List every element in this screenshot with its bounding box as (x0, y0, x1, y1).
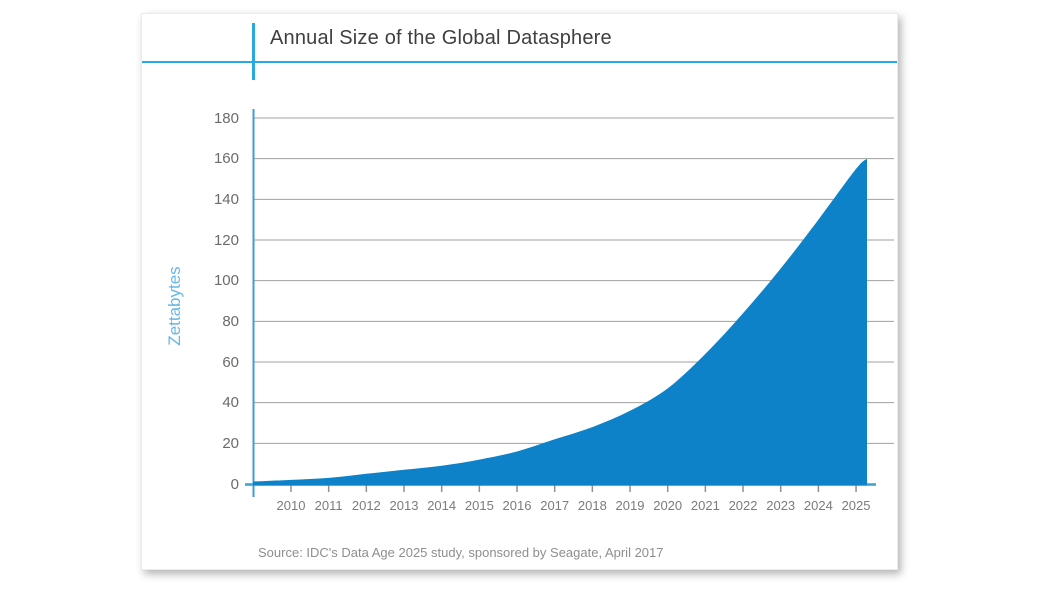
x-tick-label: 2019 (615, 498, 645, 513)
y-tick-label: 100 (213, 272, 239, 290)
y-tick-label: 20 (222, 434, 239, 452)
x-tick-label: 2022 (728, 498, 758, 513)
y-tick-label: 80 (222, 312, 239, 330)
area-chart (245, 109, 894, 497)
x-tick-label: 2014 (427, 498, 457, 513)
y-tick-label: 140 (213, 190, 239, 208)
x-tick-label: 2012 (351, 498, 381, 513)
x-tick-label: 2020 (653, 498, 683, 513)
title-underline-rule (142, 61, 897, 63)
x-tick-label: 2021 (690, 498, 720, 513)
x-tick-label: 2011 (314, 498, 343, 513)
y-tick-label: 60 (222, 353, 239, 371)
datasphere-area-series (253, 158, 867, 486)
x-tick-label: 2025 (841, 498, 871, 513)
y-tick-label: 40 (222, 394, 239, 412)
x-tick-label: 2024 (803, 498, 833, 513)
title-accent-bar (252, 23, 255, 80)
x-tick-label: 2015 (464, 498, 494, 513)
x-tick-label: 2010 (276, 498, 306, 513)
source-note: Source: IDC's Data Age 2025 study, spons… (258, 545, 664, 560)
x-tick-label: 2016 (502, 498, 532, 513)
y-tick-label: 160 (213, 150, 239, 168)
x-tick-label: 2017 (540, 498, 570, 513)
x-tick-label: 2018 (577, 498, 607, 513)
chart-card: Annual Size of the Global Datasphere Zet… (141, 13, 898, 570)
y-tick-label: 120 (213, 231, 239, 249)
x-tick-label: 2013 (389, 498, 419, 513)
x-tick-label: 2023 (766, 498, 796, 513)
y-tick-label: 180 (213, 109, 239, 127)
chart-title: Annual Size of the Global Datasphere (270, 27, 612, 49)
y-tick-label: 0 (230, 475, 239, 493)
